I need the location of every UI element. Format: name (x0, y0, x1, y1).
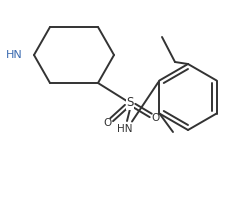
Text: HN: HN (6, 50, 22, 60)
Text: S: S (126, 97, 134, 109)
Text: O: O (104, 118, 112, 128)
Text: HN: HN (117, 124, 133, 134)
Text: O: O (151, 113, 159, 123)
